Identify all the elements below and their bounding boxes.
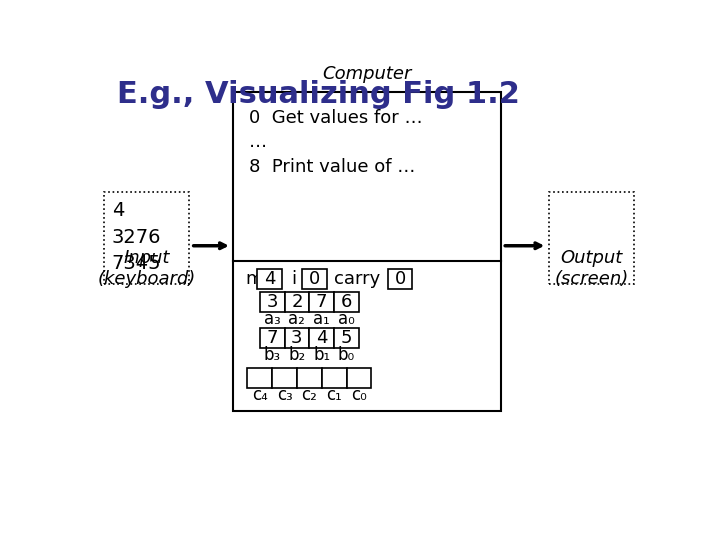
Text: 2: 2 — [291, 293, 302, 311]
Text: b₃: b₃ — [264, 346, 281, 364]
Text: Input
(keyboard): Input (keyboard) — [97, 249, 196, 288]
Text: b₂: b₂ — [288, 346, 305, 364]
Text: 4: 4 — [316, 329, 328, 347]
Bar — [302, 269, 327, 289]
Text: a₂: a₂ — [289, 310, 305, 328]
Text: 3: 3 — [291, 329, 302, 347]
Bar — [334, 328, 359, 348]
Text: 7: 7 — [266, 329, 278, 347]
Text: 0: 0 — [395, 270, 405, 288]
Text: E.g., Visualizing Fig 1.2: E.g., Visualizing Fig 1.2 — [117, 80, 520, 109]
Text: i: i — [292, 270, 297, 288]
Text: 4: 4 — [264, 270, 276, 288]
Text: 7: 7 — [316, 293, 328, 311]
Bar — [549, 192, 634, 284]
Text: c₃: c₃ — [276, 386, 292, 404]
Bar — [284, 292, 310, 312]
Text: 4
3276
7345: 4 3276 7345 — [112, 201, 161, 273]
Text: Output
(screen): Output (screen) — [554, 249, 629, 288]
Text: c₂: c₂ — [302, 386, 318, 404]
Bar — [334, 292, 359, 312]
Text: 8  Print value of …: 8 Print value of … — [249, 158, 415, 176]
Text: b₀: b₀ — [338, 346, 355, 364]
Bar — [310, 292, 334, 312]
Bar — [233, 92, 500, 411]
Bar — [346, 368, 372, 388]
Text: c₁: c₁ — [326, 386, 342, 404]
Text: c₄: c₄ — [252, 386, 268, 404]
Bar — [104, 192, 189, 284]
Text: a₃: a₃ — [264, 310, 281, 328]
Text: 3: 3 — [266, 293, 278, 311]
Bar — [272, 368, 297, 388]
Bar — [260, 292, 284, 312]
Text: Computer: Computer — [323, 64, 412, 83]
Text: 5: 5 — [341, 329, 352, 347]
Text: carry: carry — [334, 270, 380, 288]
Bar — [248, 368, 272, 388]
Text: c₀: c₀ — [351, 386, 367, 404]
Text: a₀: a₀ — [338, 310, 355, 328]
Bar — [297, 368, 322, 388]
Text: 0: 0 — [309, 270, 320, 288]
Bar — [310, 328, 334, 348]
Text: 0  Get values for …: 0 Get values for … — [249, 109, 423, 127]
Bar — [322, 368, 346, 388]
Bar — [284, 328, 310, 348]
Bar — [258, 269, 282, 289]
Bar — [260, 328, 284, 348]
Text: …: … — [249, 133, 267, 151]
Bar — [387, 269, 413, 289]
Text: b₁: b₁ — [313, 346, 330, 364]
Text: a₁: a₁ — [313, 310, 330, 328]
Text: 6: 6 — [341, 293, 352, 311]
Text: m: m — [245, 270, 263, 288]
